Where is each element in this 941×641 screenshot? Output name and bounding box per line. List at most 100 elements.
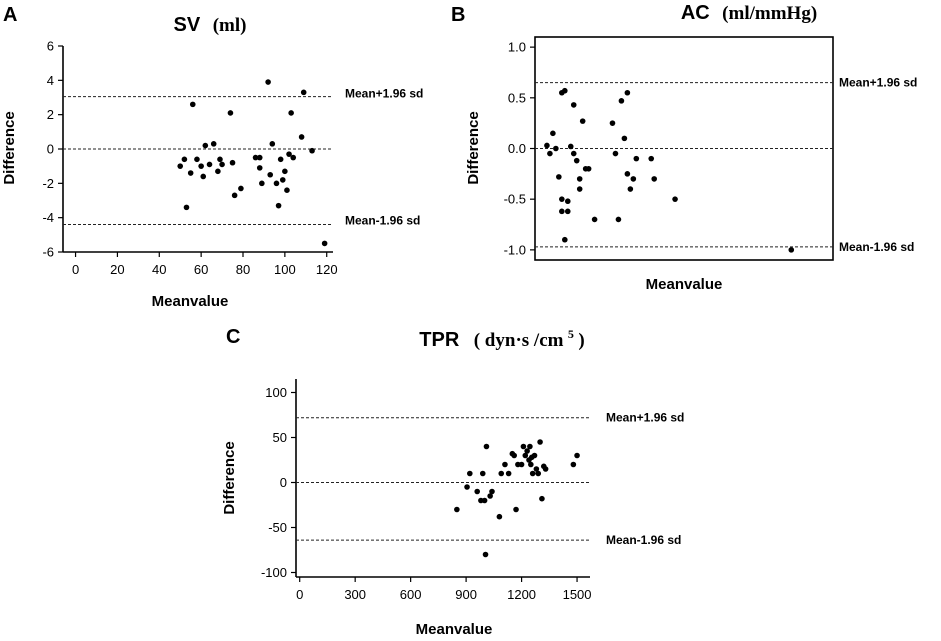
data-point: [585, 165, 592, 172]
data-point: [284, 187, 290, 193]
plot-frame: [534, 36, 834, 261]
data-point: [177, 163, 184, 169]
x-tick-label: 80: [236, 262, 250, 277]
data-point: [528, 461, 534, 468]
x-tick-label: 1500: [563, 587, 592, 602]
data-point: [202, 142, 209, 149]
data-point: [454, 506, 460, 513]
data-point: [542, 466, 549, 472]
data-point: [570, 461, 577, 468]
data-point: [219, 161, 225, 168]
data-point: [562, 87, 568, 94]
data-point: [321, 240, 328, 247]
data-point: [535, 470, 542, 477]
y-tick-label: -1.0: [504, 242, 526, 257]
data-point: [288, 110, 294, 116]
data-point: [189, 101, 196, 108]
data-point: [206, 161, 213, 168]
data-point: [621, 135, 628, 142]
data-point: [527, 443, 533, 450]
data-point: [524, 448, 530, 454]
data-point: [529, 470, 536, 477]
x-tick-label: 0: [72, 262, 79, 277]
y-tick-label: 0.0: [508, 141, 526, 156]
data-point: [615, 216, 622, 223]
data-point: [181, 156, 188, 163]
data-point: [269, 141, 276, 147]
x-tick-label: 100: [274, 262, 296, 277]
upper-limit-label: Mean+1.96 sd: [839, 76, 917, 90]
panel-letter: A: [3, 4, 17, 26]
y-tick-label: -0.5: [504, 192, 526, 207]
y-tick-label: -4: [42, 210, 54, 225]
data-point: [229, 159, 236, 166]
x-tick-label: 900: [455, 587, 477, 602]
data-point: [187, 170, 194, 176]
data-point: [487, 493, 493, 499]
data-point: [256, 154, 263, 161]
data-point: [267, 171, 274, 178]
data-point: [609, 120, 616, 126]
chart-title: SV (ml): [174, 14, 247, 36]
data-point: [570, 150, 577, 157]
y-tick-label: 0.5: [508, 90, 526, 105]
data-point: [282, 168, 288, 175]
data-point: [579, 118, 586, 124]
y-tick-label: -100: [261, 565, 287, 580]
data-point: [479, 470, 486, 477]
data-point: [624, 171, 631, 177]
data-point: [537, 439, 543, 445]
data-point: [567, 143, 574, 150]
data-point: [533, 466, 540, 472]
data-point: [591, 216, 598, 223]
data-point: [624, 89, 631, 96]
data-point: [210, 141, 217, 147]
data-point: [279, 177, 286, 183]
data-point: [238, 185, 244, 192]
data-point: [651, 176, 657, 182]
data-point: [547, 150, 553, 157]
x-axis-label: Meanvalue: [152, 293, 229, 310]
data-point: [576, 186, 583, 192]
data-point: [520, 443, 527, 450]
data-point: [483, 443, 490, 450]
data-point: [556, 174, 562, 180]
chart-title-superscript: 5: [568, 327, 574, 341]
x-tick-label: 0: [296, 587, 303, 602]
x-tick-label: 1200: [507, 587, 536, 602]
data-point: [464, 484, 470, 490]
data-point: [309, 147, 315, 154]
data-point: [277, 156, 284, 163]
y-tick-label: 4: [47, 73, 54, 88]
data-point: [198, 163, 204, 169]
data-point: [633, 155, 640, 162]
data-point: [200, 173, 207, 180]
data-point: [227, 110, 234, 116]
data-point: [559, 208, 565, 215]
data-point: [559, 196, 565, 202]
y-axis-label: Difference: [1, 111, 18, 184]
y-tick-label: 0: [280, 475, 287, 490]
panel-letter: B: [451, 4, 465, 26]
data-point: [482, 551, 489, 558]
data-point: [275, 202, 282, 209]
data-point: [286, 151, 292, 157]
upper-limit-label: Mean+1.96 sd: [345, 87, 423, 101]
chart-title-unit: (ml): [213, 15, 247, 36]
y-axis-label: Difference: [465, 111, 482, 184]
data-point: [564, 198, 571, 205]
x-tick-label: 20: [110, 262, 124, 277]
data-point: [256, 165, 263, 171]
data-point: [672, 196, 678, 202]
data-point: [553, 145, 559, 152]
data-point: [511, 452, 517, 459]
data-point: [630, 176, 637, 182]
lower-limit-label: Mean-1.96 sd: [345, 214, 420, 228]
data-point: [498, 470, 505, 477]
lower-limit-label: Mean-1.96 sd: [839, 240, 914, 254]
data-point: [502, 461, 508, 468]
data-point: [531, 452, 538, 459]
x-axis-label: Meanvalue: [416, 621, 493, 638]
data-point: [194, 156, 200, 163]
